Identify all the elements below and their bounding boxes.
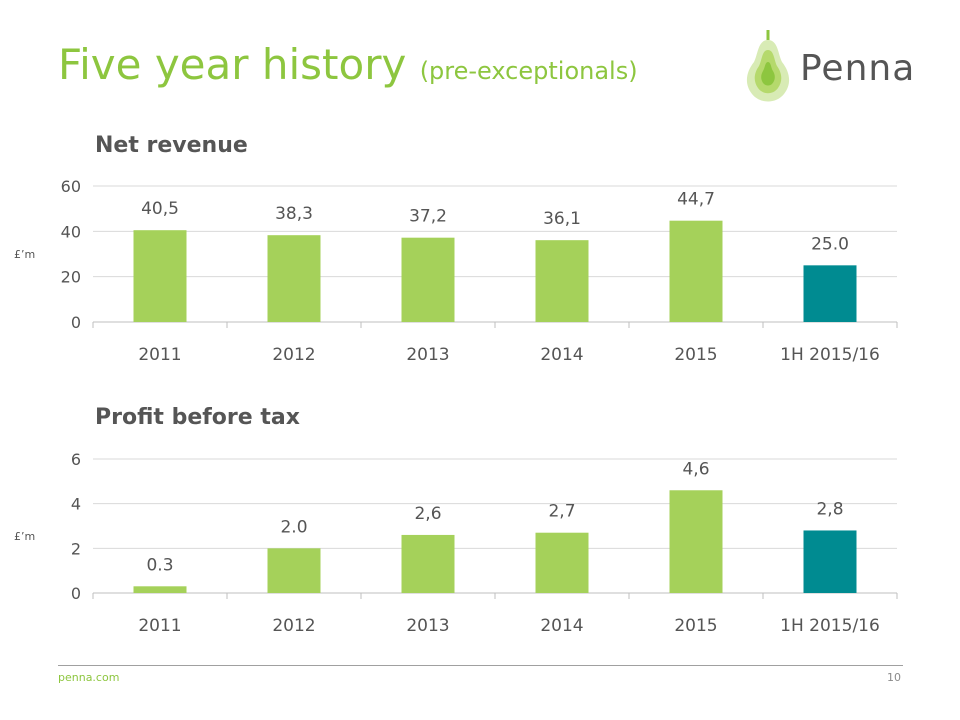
x-tick-label: 1H 2015/16: [780, 345, 880, 365]
page-title: Five year history (pre-exceptionals): [58, 40, 638, 89]
data-label: 2.0: [280, 517, 307, 537]
x-tick-label: 2015: [674, 616, 717, 636]
pear-icon: [746, 30, 790, 102]
data-label: 36,1: [543, 209, 581, 229]
x-tick-label: 2014: [540, 616, 583, 636]
y-tick-label: 2: [71, 539, 81, 558]
data-label: 4,6: [682, 459, 709, 479]
x-tick-label: 2013: [406, 616, 449, 636]
bar: [401, 237, 455, 322]
bar: [535, 532, 589, 593]
x-tick-label: 2012: [272, 345, 315, 365]
y-tick-label: 0: [71, 584, 81, 603]
data-label: 0.3: [146, 555, 173, 575]
bar: [267, 235, 321, 322]
bar: [133, 230, 187, 322]
y-tick-label: 4: [71, 495, 81, 514]
x-tick-label: 1H 2015/16: [780, 616, 880, 636]
y-tick-label: 40: [61, 222, 81, 241]
bar: [803, 530, 857, 593]
footer-website: penna.com: [58, 671, 120, 684]
bar: [803, 265, 857, 322]
data-label: 2,7: [548, 502, 575, 522]
page-number: 10: [887, 671, 901, 684]
data-label: 25.0: [811, 234, 849, 254]
x-tick-label: 2011: [138, 345, 181, 365]
profit-before-tax-bar-chart: 0 2 4 6 0.3 2011 2.0 2012 2,6 2013 2,7 2014 4,6 2015 2…: [71, 450, 898, 636]
data-label: 37,2: [409, 207, 447, 227]
x-tick-label: 2011: [138, 616, 181, 636]
data-label: 38,3: [275, 204, 313, 224]
data-label: 44,7: [677, 190, 715, 210]
bar: [267, 548, 321, 593]
data-label: 40,5: [141, 199, 179, 219]
y-tick-label: 60: [61, 177, 81, 196]
chart-title-net-revenue: Net revenue: [95, 133, 248, 158]
y-tick-label: 0: [71, 313, 81, 332]
x-tick-label: 2013: [406, 345, 449, 365]
x-tick-label: 2014: [540, 345, 583, 365]
logo-wordmark: Penna: [800, 48, 916, 89]
bar: [669, 490, 723, 593]
y-unit-label-net-revenue: £’m: [14, 248, 36, 261]
penna-logo: Penna: [738, 26, 914, 106]
bar: [133, 586, 187, 593]
data-label: 2,6: [414, 504, 441, 524]
chart-title-profit-before-tax: Profit before tax: [95, 405, 300, 430]
bar: [401, 534, 455, 593]
x-tick-label: 2012: [272, 616, 315, 636]
footer-divider: [58, 665, 903, 666]
x-tick-label: 2015: [674, 345, 717, 365]
y-unit-label-profit-before-tax: £’m: [14, 530, 36, 543]
page-title-main: Five year history: [58, 40, 407, 89]
net-revenue-bar-chart: 0 20 40 60 40,5 2011 38,3 2012 37,2 2013 36,1 2014 4…: [61, 177, 898, 365]
y-tick-label: 6: [71, 450, 81, 469]
y-tick-label: 20: [61, 268, 81, 287]
bar: [535, 240, 589, 322]
bar: [669, 220, 723, 322]
page-subtitle: (pre-exceptionals): [419, 57, 638, 85]
data-label: 2,8: [816, 499, 843, 519]
